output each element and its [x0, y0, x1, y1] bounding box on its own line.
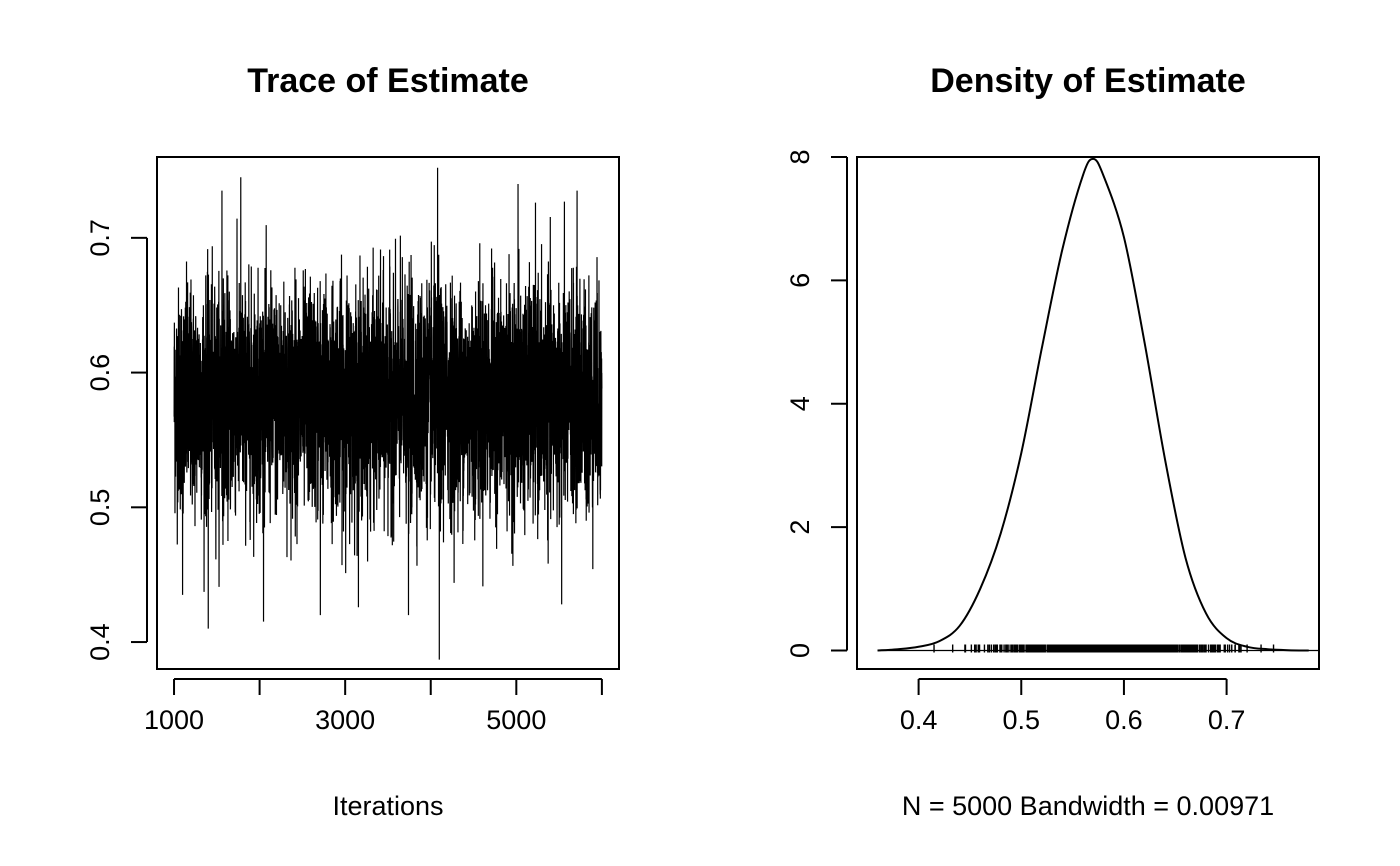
- density-series: [877, 157, 1319, 652]
- density-plot-frame: [856, 156, 1320, 670]
- density-y-tick-label: 8: [785, 149, 815, 164]
- trace-x-label: Iterations: [332, 791, 443, 821]
- density-y-tick-label: 0: [785, 643, 815, 658]
- density-rug: [933, 644, 1275, 653]
- trace-y-axis: 0.4 0.5 0.6 0.7: [85, 219, 148, 661]
- density-x-label: N = 5000 Bandwidth = 0.00971: [902, 791, 1274, 821]
- density-x-tick-label: 0.4: [900, 705, 938, 735]
- trace-series: [173, 167, 603, 660]
- density-y-axis: 0 2 4 6 8: [785, 149, 848, 658]
- density-curve: [877, 157, 1309, 652]
- density-y-tick-label: 4: [785, 396, 815, 411]
- density-x-axis: 0.4 0.5 0.6 0.7: [900, 678, 1246, 735]
- trace-y-tick-label: 0.6: [85, 354, 115, 392]
- trace-plot-frame: [156, 156, 620, 670]
- density-plot: Density of Estimate 0.4 0.5 0.6 0.7 0 2 4 6 8 N…: [785, 62, 1320, 821]
- density-title: Density of Estimate: [930, 62, 1246, 100]
- trace-x-tick-label: 5000: [486, 705, 546, 735]
- trace-plot: Trace of Estimate 1000 3000 5000 0.4 0.5 0.6…: [85, 62, 620, 821]
- density-rug-marks: [933, 644, 1275, 653]
- trace-y-tick-label: 0.7: [85, 219, 115, 257]
- density-x-tick-label: 0.5: [1002, 705, 1040, 735]
- density-y-tick-label: 2: [785, 520, 815, 535]
- trace-y-tick-label: 0.5: [85, 489, 115, 527]
- trace-line: [173, 167, 603, 660]
- density-x-tick-label: 0.6: [1105, 705, 1143, 735]
- trace-x-tick-label: 1000: [144, 705, 204, 735]
- trace-x-axis: 1000 3000 5000: [144, 678, 603, 735]
- trace-title: Trace of Estimate: [247, 62, 529, 100]
- trace-x-tick-label: 3000: [315, 705, 375, 735]
- trace-y-tick-label: 0.4: [85, 623, 115, 661]
- density-x-tick-label: 0.7: [1208, 705, 1246, 735]
- density-y-tick-label: 6: [785, 273, 815, 288]
